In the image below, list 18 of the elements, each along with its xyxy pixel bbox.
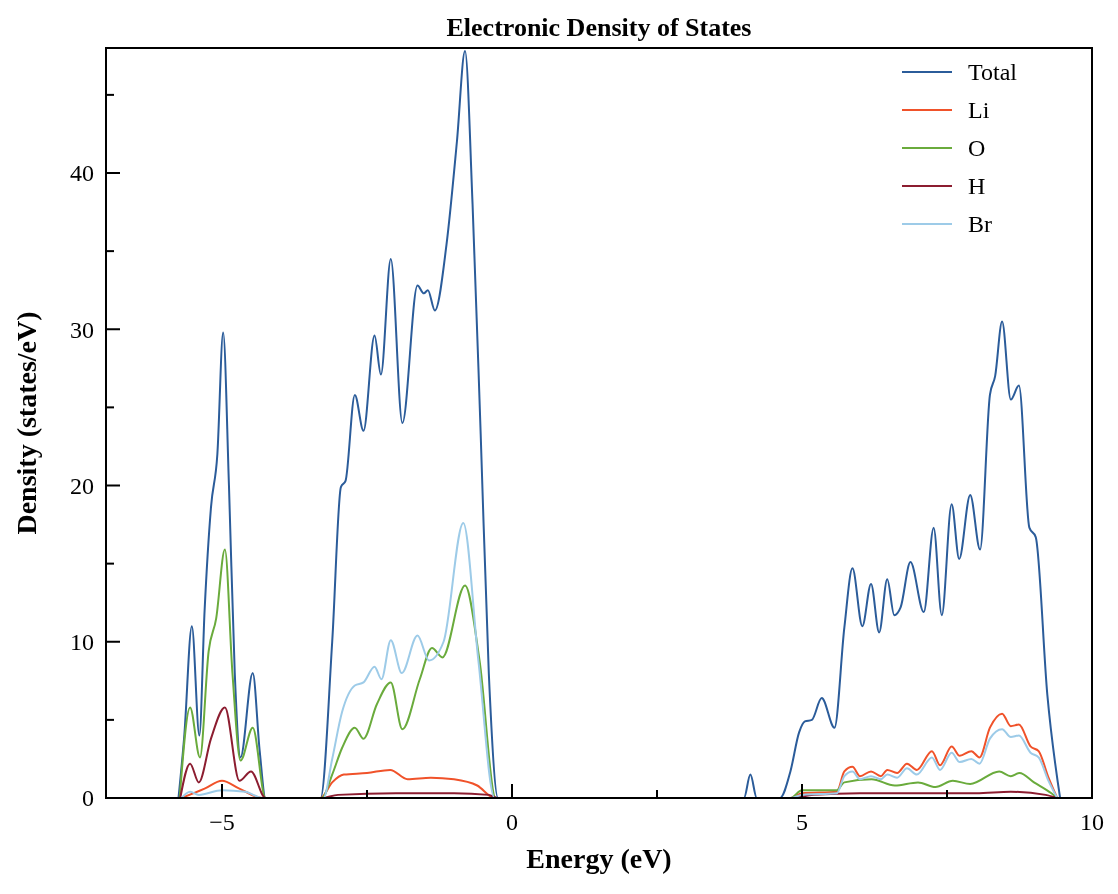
x-tick-label: 5 [796,809,808,835]
y-tick-label: 30 [70,316,94,343]
x-axis-title: Energy (eV) [526,843,672,874]
chart-title: Electronic Density of States [446,13,752,42]
y-tick-label: 20 [70,472,94,499]
legend-label: Li [968,97,990,124]
y-axis-title: Density (states/eV) [11,311,42,535]
y-tick-label: 10 [70,629,94,656]
x-tick-label: 10 [1080,809,1104,835]
y-tick-label: 0 [82,785,94,812]
legend-label: Br [968,211,993,238]
y-tick-label: 40 [70,160,94,187]
x-tick-label: 0 [506,809,518,835]
legend-label: O [968,135,986,162]
legend-label: H [968,173,986,200]
x-tick-label: −5 [209,809,235,835]
legend-label: Total [968,59,1018,86]
line-series [177,50,1062,798]
